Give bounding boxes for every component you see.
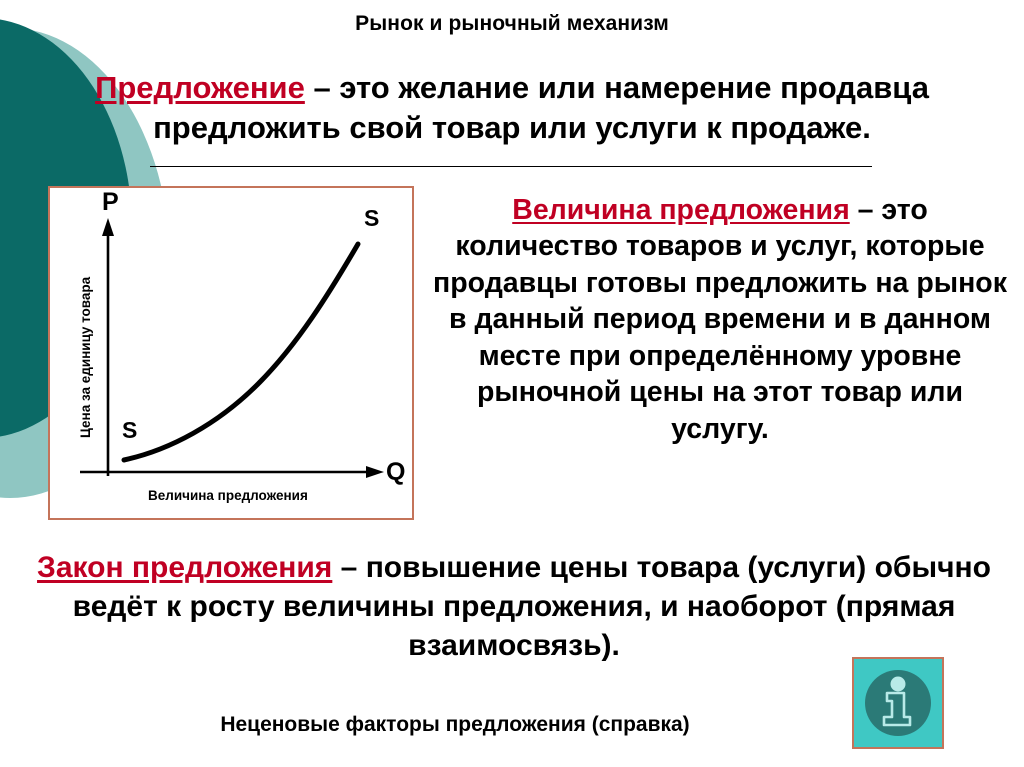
curve-label-lower: S xyxy=(122,417,137,443)
definition-quantity-body: это количество товаров и услуг, которые … xyxy=(433,194,1007,445)
horizontal-divider xyxy=(150,166,872,167)
definition-law-of-supply: Закон предложения – повышение цены товар… xyxy=(34,548,994,665)
supply-curve-chart: P Q S S Цена за единицу товара Величина … xyxy=(48,186,414,520)
definition-quantity-supplied: Величина предложения – это количество то… xyxy=(430,192,1010,447)
y-axis-symbol: P xyxy=(102,188,119,216)
definition-supply: Предложение – это желание или намерение … xyxy=(38,68,986,149)
info-icon[interactable] xyxy=(852,657,944,749)
term-supply: Предложение xyxy=(95,70,305,105)
page-title: Рынок и рыночный механизм xyxy=(355,12,669,35)
definition-law-body: повышение цены товара (услуги) обычно ве… xyxy=(72,551,991,662)
x-axis-label: Величина предложения xyxy=(148,488,308,503)
x-axis-symbol: Q xyxy=(386,458,405,486)
dash-supply: – xyxy=(304,70,340,105)
footer-note-link[interactable]: Неценовые факторы предложения (справка) xyxy=(220,713,690,736)
curve-label-upper: S xyxy=(364,205,379,231)
term-law-of-supply: Закон предложения xyxy=(37,551,333,584)
dash-law: – xyxy=(332,551,366,584)
definition-supply-body: это желание или намерение продавца предл… xyxy=(153,70,929,146)
term-quantity-supplied: Величина предложения xyxy=(512,194,850,226)
dash-quantity: – xyxy=(849,194,882,226)
y-axis-label: Цена за единицу товара xyxy=(78,276,93,438)
